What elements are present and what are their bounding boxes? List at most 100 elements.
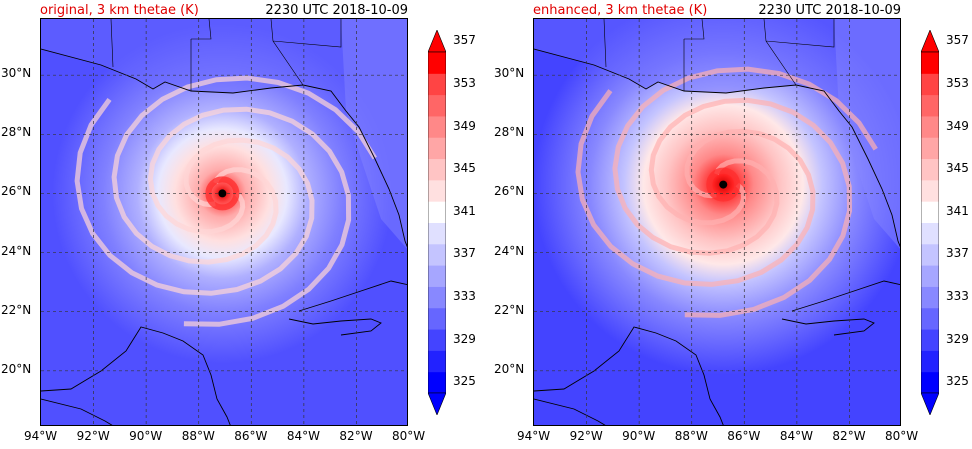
colorbar-segment (921, 243, 939, 266)
rainband (612, 66, 878, 256)
y-tick-label: 28°N (494, 125, 525, 140)
colorbar-tick-label: 325 (453, 374, 476, 389)
colorbar-tick-label: 341 (946, 203, 969, 218)
colorbar-tick-label: 357 (946, 33, 969, 48)
y-tick-label: 24°N (494, 243, 525, 258)
state-borders (603, 19, 835, 91)
x-tick-label: 92°W (569, 429, 603, 443)
x-tick-label: 92°W (76, 429, 110, 443)
map-enhanced (533, 18, 901, 426)
colorbar-tick-label: 349 (453, 118, 476, 133)
colorbar-segment (921, 115, 939, 138)
y-tick-label: 26°N (1, 184, 32, 199)
colorbar-segment (921, 52, 939, 74)
colorbar-segment (921, 94, 939, 117)
colorbar-segment (428, 94, 446, 117)
colorbar-segment (921, 265, 939, 287)
colorbar-segment (428, 158, 446, 181)
colorbar-tick-label: 329 (453, 331, 476, 346)
colorbar-segment (921, 73, 939, 96)
y-tick-label: 28°N (1, 125, 32, 140)
colorbar-tick-label: 333 (453, 289, 476, 304)
storm-center-marker (719, 180, 728, 189)
colorbar-tick-label: 349 (946, 118, 969, 133)
colorbar-segment (428, 73, 446, 96)
colorbar-segment (428, 265, 446, 287)
panel-enhanced: enhanced, 3 km thetae (K) 2230 UTC 2018-… (492, 0, 972, 449)
rainband (575, 89, 816, 287)
colorbar-segment (921, 222, 939, 245)
colorbar-segment (428, 179, 446, 202)
colorbar-segment (921, 179, 939, 202)
x-tick-label: 88°W (674, 429, 708, 443)
x-tick-label: 82°W (339, 429, 373, 443)
land-region (534, 19, 900, 246)
x-tick-label: 84°W (779, 429, 813, 443)
panel-title: enhanced, 3 km thetae (K) (533, 3, 708, 18)
colorbar-tick-label: 357 (453, 33, 476, 48)
y-tick-label: 24°N (1, 243, 32, 258)
x-tick-label: 86°W (727, 429, 761, 443)
colorbar-segment (921, 307, 939, 330)
storm-center-marker (218, 189, 227, 198)
x-tick-label: 80°W (392, 429, 426, 443)
colorbar-tick-label: 353 (946, 75, 969, 90)
yucatan-coast (41, 326, 231, 425)
y-tick-label: 30°N (494, 66, 525, 81)
colorbar-extend-max (921, 30, 939, 53)
florida-region (341, 19, 407, 249)
colorbar-tick-label: 345 (453, 161, 476, 176)
colorbar-segment (921, 137, 939, 160)
cuba-coast (288, 280, 407, 336)
cuba-coast (781, 280, 900, 336)
colorbar-tick-label: 353 (453, 75, 476, 90)
x-tick-label: 94°W (24, 429, 58, 443)
colorbar (428, 30, 446, 415)
colorbar-segment (428, 329, 446, 351)
y-tick-label: 20°N (494, 361, 525, 376)
rainband (147, 106, 352, 327)
x-tick-label: 86°W (234, 429, 268, 443)
colorbar-segment (428, 137, 446, 160)
colorbar-tick-label: 333 (946, 289, 969, 304)
colorbar-segment (921, 158, 939, 181)
panel-original: original, 3 km thetae (K) 2230 UTC 2018-… (1, 3, 476, 443)
panel-title: original, 3 km thetae (K) (40, 3, 199, 18)
eyewall (706, 167, 741, 202)
colorbar-segment (428, 307, 446, 330)
y-tick-label: 22°N (1, 302, 32, 317)
colorbar (921, 30, 939, 415)
colorbar-extend-min (921, 392, 939, 415)
panel-timestamp: 2230 UTC 2018-10-09 (265, 3, 408, 18)
colorbar-segment (428, 201, 446, 223)
colorbar-tick-label: 325 (946, 374, 969, 389)
x-tick-label: 90°W (622, 429, 656, 443)
x-tick-label: 88°W (181, 429, 215, 443)
colorbar-segment (921, 329, 939, 351)
colorbar-segment (428, 52, 446, 74)
rainband (111, 75, 377, 265)
map-svg (534, 19, 900, 425)
colorbar-segment (428, 350, 446, 373)
colorbar-segment (428, 115, 446, 138)
x-tick-label: 94°W (517, 429, 551, 443)
y-tick-label: 26°N (494, 184, 525, 199)
y-tick-label: 22°N (494, 302, 525, 317)
yucatan-coast (534, 326, 724, 425)
colorbar-segment (921, 350, 939, 373)
map-original (40, 18, 408, 426)
x-tick-label: 82°W (832, 429, 866, 443)
colorbar-tick-label: 337 (453, 246, 476, 261)
land-region (41, 19, 407, 246)
x-tick-label: 84°W (286, 429, 320, 443)
map-svg (41, 19, 407, 425)
colorbar-tick-label: 337 (946, 246, 969, 261)
rainband (648, 97, 853, 318)
x-tick-label: 80°W (885, 429, 919, 443)
colorbar-tick-label: 341 (453, 203, 476, 218)
colorbar-segment (428, 286, 446, 309)
colorbar-segment (921, 371, 939, 394)
colorbar-extend-max (428, 30, 446, 53)
panel-timestamp: 2230 UTC 2018-10-09 (758, 3, 901, 18)
colorbar-tick-label: 329 (946, 331, 969, 346)
